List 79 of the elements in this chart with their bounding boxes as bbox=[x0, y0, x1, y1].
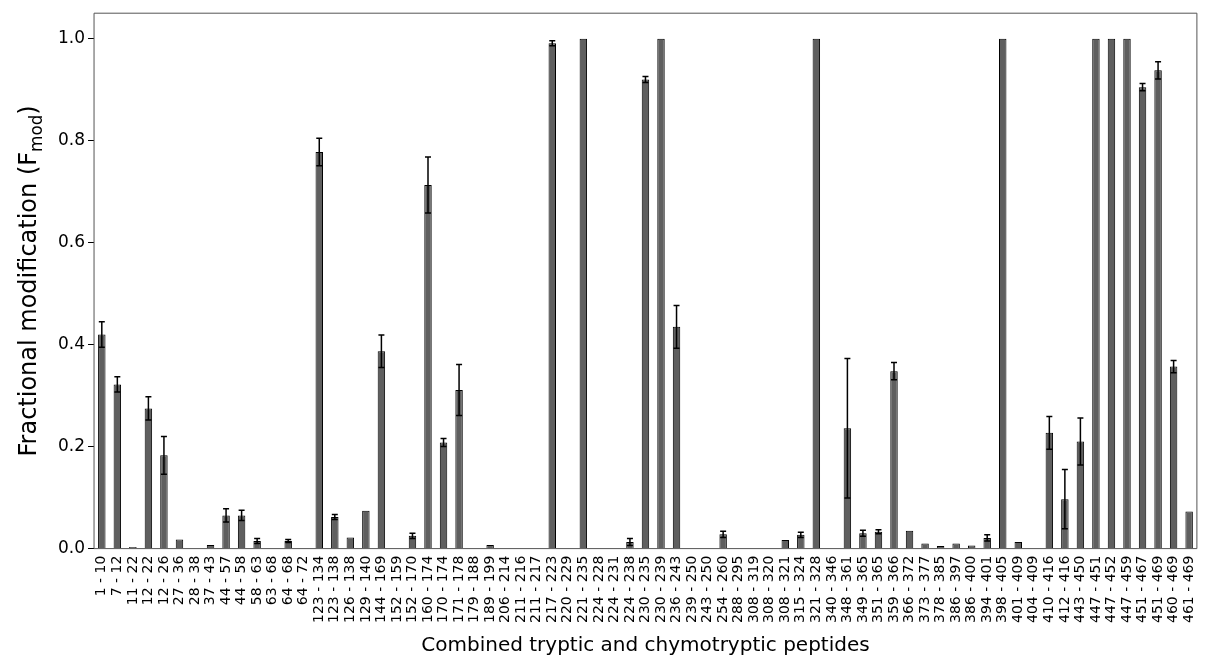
x-tick-label: 243 - 250 bbox=[698, 555, 715, 624]
x-tick-label: 239 - 250 bbox=[682, 555, 699, 624]
x-tick-label: 37 - 43 bbox=[201, 555, 218, 606]
x-tick-label: 129 - 140 bbox=[356, 555, 373, 624]
x-tick-label: 152 - 170 bbox=[403, 555, 420, 624]
x-tick-label: 398 - 405 bbox=[993, 555, 1010, 624]
x-tick-label: 220 - 229 bbox=[558, 555, 575, 624]
x-tick-label: 123 - 138 bbox=[325, 555, 342, 624]
x-tick-label: 12 - 22 bbox=[139, 555, 156, 606]
x-tick-label: 27 - 36 bbox=[170, 555, 187, 606]
x-tick-label: 63 - 68 bbox=[263, 555, 280, 606]
x-tick-label: 308 - 319 bbox=[744, 555, 761, 624]
x-tick-label: 404 - 409 bbox=[1024, 555, 1041, 624]
x-tick-label: 123 - 134 bbox=[309, 555, 326, 624]
x-tick-label: 349 - 365 bbox=[853, 555, 870, 624]
x-tick-label: 64 - 72 bbox=[294, 555, 311, 606]
x-tick-label: 351 - 365 bbox=[869, 555, 886, 624]
x-tick-label: 211 - 216 bbox=[511, 555, 528, 624]
x-tick-label: 401 - 409 bbox=[1008, 555, 1025, 624]
x-tick-label: 340 - 346 bbox=[822, 555, 839, 624]
x-tick-label: 378 - 385 bbox=[931, 555, 948, 624]
x-tick-label: 447 - 451 bbox=[1086, 555, 1103, 624]
y-tick-label: 0.2 bbox=[57, 435, 86, 456]
y-tick-label: 0.6 bbox=[57, 231, 86, 252]
x-tick-label: 7 - 12 bbox=[107, 555, 124, 597]
x-tick-label: 1 - 10 bbox=[92, 555, 109, 597]
y-tick-label: 0.0 bbox=[57, 537, 86, 558]
x-tick-label: 386 - 397 bbox=[946, 555, 963, 624]
x-tick-label: 206 - 214 bbox=[496, 555, 513, 624]
x-tick-label: 236 - 243 bbox=[667, 555, 684, 624]
x-tick-label: 359 - 366 bbox=[884, 555, 901, 624]
x-tick-label: 386 - 400 bbox=[962, 555, 979, 624]
x-tick-label: 179 - 188 bbox=[465, 555, 482, 624]
x-tick-label: 44 - 58 bbox=[232, 555, 249, 606]
x-tick-label: 152 - 159 bbox=[387, 555, 404, 624]
x-tick-label: 451 - 467 bbox=[1133, 555, 1150, 624]
x-tick-label: 189 - 199 bbox=[480, 555, 497, 624]
x-tick-label: 451 - 469 bbox=[1148, 555, 1165, 624]
x-tick-label: 288 - 295 bbox=[729, 555, 746, 624]
x-tick-label: 230 - 239 bbox=[651, 555, 668, 624]
x-tick-label: 11 - 22 bbox=[123, 555, 140, 606]
x-tick-label: 160 - 174 bbox=[418, 555, 435, 624]
x-tick-label: 315 - 324 bbox=[791, 555, 808, 624]
x-tick-label: 224 - 231 bbox=[605, 555, 622, 624]
x-tick-label: 366 - 372 bbox=[900, 555, 917, 624]
x-tick-label: 144 - 169 bbox=[372, 555, 389, 624]
x-tick-label: 224 - 228 bbox=[589, 555, 606, 624]
x-tick-label: 321 - 328 bbox=[806, 555, 823, 624]
x-tick-label: 348 - 361 bbox=[838, 555, 855, 624]
x-tick-label: 224 - 238 bbox=[620, 555, 637, 624]
x-tick-label: 308 - 320 bbox=[760, 555, 777, 624]
y-axis-title: Fractional modification (Fmod) bbox=[14, 105, 46, 457]
x-tick-label: 28 - 38 bbox=[185, 555, 202, 606]
y-tick-label: 1.0 bbox=[57, 27, 86, 48]
x-tick-label: 443 - 450 bbox=[1071, 555, 1088, 624]
x-tick-label: 254 - 260 bbox=[713, 555, 730, 624]
x-tick-label: 308 - 321 bbox=[775, 555, 792, 624]
x-tick-label: 410 - 416 bbox=[1039, 555, 1056, 624]
x-tick-label: 126 - 138 bbox=[340, 555, 357, 624]
x-tick-label: 64 - 68 bbox=[278, 555, 295, 606]
y-tick-label: 0.4 bbox=[57, 333, 86, 354]
x-tick-label: 171 - 178 bbox=[449, 555, 466, 624]
x-tick-label: 447 - 459 bbox=[1117, 555, 1134, 624]
x-tick-label: 217 - 223 bbox=[542, 555, 559, 624]
x-tick-label: 412 - 416 bbox=[1055, 555, 1072, 624]
x-tick-label: 460 - 469 bbox=[1164, 555, 1181, 624]
x-tick-label: 170 - 174 bbox=[434, 555, 451, 624]
x-tick-label: 373 - 377 bbox=[915, 555, 932, 624]
x-tick-label: 447 - 452 bbox=[1102, 555, 1119, 624]
y-tick-label: 0.8 bbox=[57, 129, 86, 150]
x-tick-label: 230 - 235 bbox=[636, 555, 653, 624]
x-tick-label: 44 - 57 bbox=[216, 555, 233, 606]
x-tick-label: 58 - 63 bbox=[247, 555, 264, 606]
x-tick-label: 394 - 401 bbox=[977, 555, 994, 624]
x-axis-title: Combined tryptic and chymotryptic peptides bbox=[421, 632, 870, 657]
x-tick-label: 461 - 469 bbox=[1179, 555, 1196, 624]
x-tick-label: 12 - 26 bbox=[154, 555, 171, 606]
x-tick-label: 211 - 217 bbox=[527, 555, 544, 624]
x-tick-label: 221 - 235 bbox=[573, 555, 590, 624]
